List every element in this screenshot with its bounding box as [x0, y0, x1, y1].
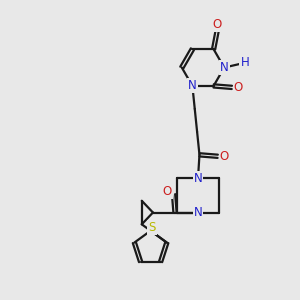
Text: N: N [194, 172, 202, 185]
Text: N: N [220, 61, 229, 74]
Text: H: H [240, 56, 249, 69]
Text: O: O [212, 18, 222, 31]
Text: O: O [234, 81, 243, 94]
Text: O: O [163, 185, 172, 198]
Text: N: N [188, 80, 197, 92]
Text: O: O [220, 150, 229, 163]
Text: N: N [194, 206, 202, 219]
Text: S: S [148, 221, 156, 234]
